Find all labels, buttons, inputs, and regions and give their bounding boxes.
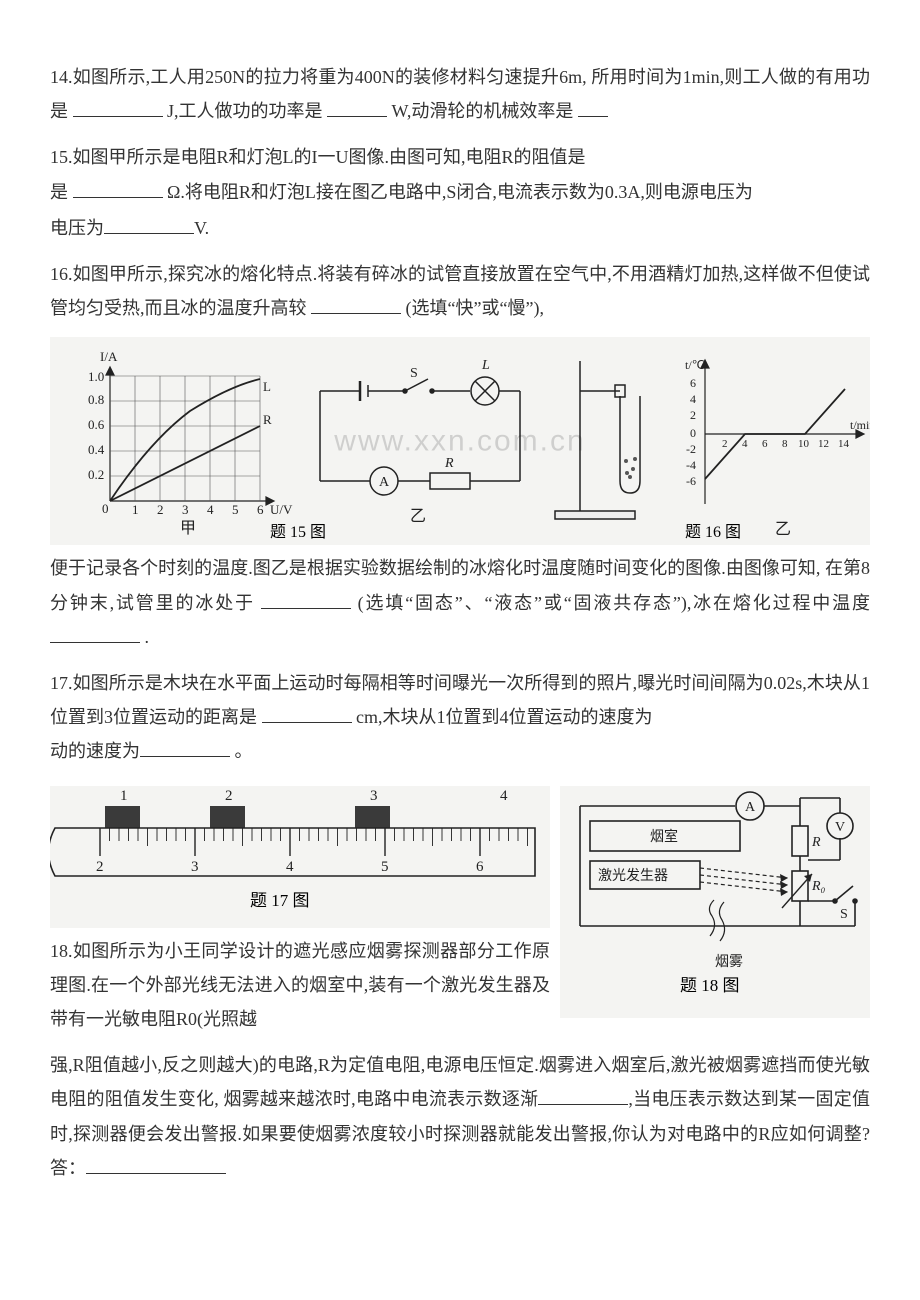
fig16-caption: 题 16 图 [685, 524, 741, 541]
fig15-fig16-svg: I/A 0.2 [50, 341, 870, 541]
q18-blank-1[interactable] [538, 1085, 628, 1106]
svg-text:1: 1 [132, 502, 139, 517]
figure-row-17-18: 1 2 3 4 [50, 780, 870, 1048]
svg-text:14: 14 [838, 438, 850, 450]
svg-text:t/℃: t/℃ [685, 358, 705, 372]
svg-text:0.2: 0.2 [88, 467, 104, 482]
svg-text:0.4: 0.4 [88, 442, 105, 457]
fig15-caption-right: 乙 [410, 508, 426, 525]
svg-text:4: 4 [690, 392, 696, 406]
question-14: 14.如图所示,工人用250N的拉力将重为400N的装修材料匀速提升6m, 所用… [50, 60, 870, 128]
q17-tail: 。 [235, 741, 253, 761]
svg-text:S: S [410, 366, 418, 381]
svg-text:8: 8 [782, 438, 788, 450]
q16-hint-a: (选填“快”或“慢”), [406, 298, 544, 318]
svg-text:5: 5 [232, 502, 239, 517]
question-18-body: 强,R阻值越小,反之则越大)的电路,R为定值电阻,电源电压恒定.烟雾进入烟室后,… [50, 1048, 870, 1185]
svg-text:3: 3 [182, 502, 189, 517]
svg-text:2: 2 [157, 502, 164, 517]
svg-text:t/min: t/min [850, 418, 870, 432]
svg-text:4: 4 [500, 788, 508, 804]
fig15-xlabel: U/V [270, 502, 293, 517]
fig15-curve-L: L [263, 379, 271, 394]
fig18-caption: 题 18 图 [680, 976, 740, 995]
svg-text:-2: -2 [686, 442, 696, 456]
svg-text:6: 6 [257, 502, 264, 517]
svg-text:A: A [745, 800, 756, 815]
question-18-intro: 18.如图所示为小王同学设计的遮光感应烟雾探测器部分工作原理图.在一个外部光线无… [50, 934, 550, 1037]
svg-text:6: 6 [762, 438, 768, 450]
fig18-laser-label: 激光发生器 [598, 867, 668, 884]
q16-blank-1[interactable] [311, 293, 401, 314]
svg-text:0.6: 0.6 [88, 417, 105, 432]
question-15: 15.如图甲所示是电阻R和灯泡L的I一U图像.由图可知,电阻R的阻值是 是 Ω.… [50, 140, 870, 208]
svg-text:0: 0 [690, 426, 696, 440]
q15-blank-1[interactable] [73, 177, 163, 198]
question-16b: 便于记录各个时刻的温度.图乙是根据实验数据绘制的冰熔化时温度随时间变化的图像.由… [50, 551, 870, 654]
q14-blank-2[interactable] [327, 96, 387, 117]
q18-blank-2[interactable] [86, 1153, 226, 1174]
question-16a: 16.如图甲所示,探究冰的熔化特点.将装有碎冰的试管直接放置在空气中,不用酒精灯… [50, 257, 870, 325]
fig15-ylabel: I/A [100, 349, 118, 364]
q14-unit-a: J,工人做功的功率是 [167, 101, 323, 121]
svg-text:-4: -4 [686, 458, 696, 472]
q16-tail: . [145, 627, 150, 647]
svg-text:0: 0 [102, 501, 109, 516]
svg-text:1: 1 [120, 788, 128, 804]
fig18-svg: A R R₀ V [560, 786, 870, 1006]
svg-text:6: 6 [476, 859, 484, 875]
fig18-block: A R R₀ V [560, 786, 870, 1017]
svg-text:4: 4 [286, 859, 294, 875]
svg-text:R: R [811, 835, 821, 850]
question-15b: 电压为V. [50, 211, 870, 245]
question-17: 17.如图所示是木块在水平面上运动时每隔相等时间曝光一次所得到的照片,曝光时间间… [50, 666, 870, 769]
q16-hint-b: (选填“固态”、“液态”或“固液共存态”),冰在熔化过程中温度 [358, 593, 870, 613]
q16-blank-3[interactable] [50, 622, 140, 643]
q15-pad: 是 [50, 182, 68, 202]
svg-text:R₀: R₀ [811, 879, 826, 894]
q15-text-a: 15.如图甲所示是电阻R和灯泡L的I一U图像.由图可知,电阻R的阻值是 [50, 147, 586, 167]
q14-blank-1[interactable] [73, 96, 163, 117]
figure-row-15-16: I/A 0.2 [50, 337, 870, 545]
q17-blank-2[interactable] [140, 736, 230, 757]
svg-text:A: A [379, 475, 390, 490]
svg-text:2: 2 [96, 859, 104, 875]
svg-text:5: 5 [381, 859, 389, 875]
svg-text:10: 10 [798, 438, 810, 450]
fig17-svg: 1 2 3 4 [50, 786, 540, 916]
svg-text:3: 3 [191, 859, 199, 875]
fig17-block: 1 2 3 4 [50, 786, 550, 927]
svg-text:L: L [481, 358, 490, 373]
q15-blank-2b[interactable] [104, 213, 194, 234]
q15-unit-b: V. [194, 218, 209, 238]
q14-unit-b: W,动滑轮的机械效率是 [392, 101, 574, 121]
fig15-curve-R: R [263, 412, 272, 427]
svg-text:2: 2 [225, 788, 233, 804]
q15-unit-a: Ω.将电阻R和灯泡L接在图乙电路中,S闭合,电流表示数为0.3A,则电源电压为 [167, 182, 753, 202]
svg-text:S: S [840, 907, 848, 922]
svg-text:2: 2 [690, 408, 696, 422]
svg-text:V: V [835, 820, 845, 835]
fig16-caption-left: 甲 [595, 523, 611, 540]
fig16-caption-right: 乙 [775, 521, 791, 538]
fig15-caption: 题 15 图 [270, 524, 326, 541]
q16-blank-2[interactable] [261, 588, 351, 609]
fig18-smoke-label: 烟雾 [715, 954, 743, 970]
fig18-chamber-label: 烟室 [650, 828, 678, 845]
svg-text:4: 4 [742, 438, 748, 450]
svg-text:4: 4 [207, 502, 214, 517]
svg-text:1.0: 1.0 [88, 369, 104, 384]
svg-text:R: R [444, 456, 454, 471]
q17-unit-a: cm,木块从1位置到4位置运动的速度为 [356, 707, 653, 727]
fig15-caption-left: 甲 [180, 520, 196, 537]
q14-blank-3[interactable] [578, 96, 608, 117]
svg-text:2: 2 [722, 438, 728, 450]
svg-text:3: 3 [370, 788, 378, 804]
fig17-caption: 题 17 图 [250, 891, 310, 910]
svg-text:-6: -6 [686, 474, 696, 488]
svg-text:12: 12 [818, 438, 829, 450]
q17-blank-1[interactable] [262, 702, 352, 723]
svg-text:6: 6 [690, 376, 696, 390]
svg-text:0.8: 0.8 [88, 392, 104, 407]
